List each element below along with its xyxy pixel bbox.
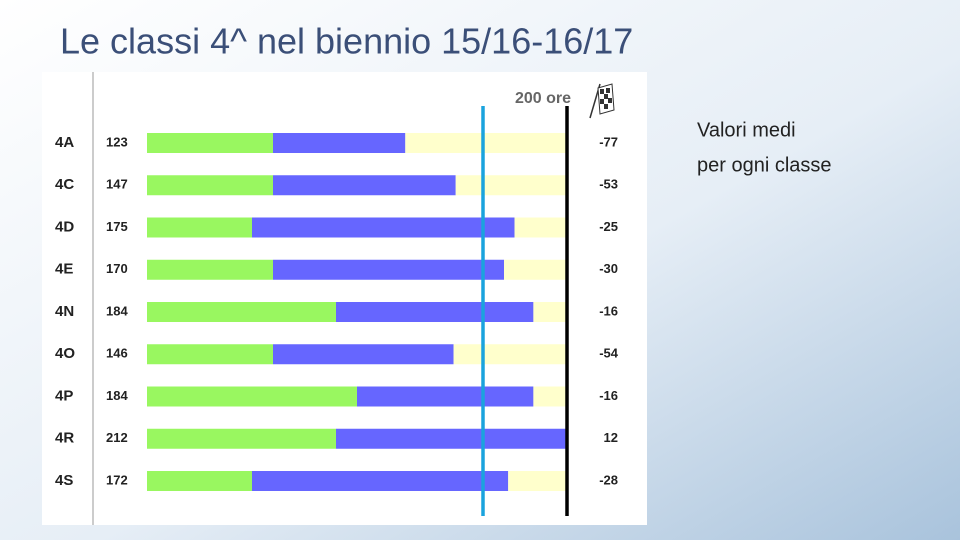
- bar-segment: [336, 302, 534, 322]
- bar-segment: [252, 471, 509, 491]
- difference-bar: [514, 217, 567, 238]
- category-label: 4R: [55, 430, 74, 447]
- bar-segment: [273, 175, 456, 196]
- bar-segment: [252, 217, 515, 238]
- difference-label: -53: [599, 177, 618, 192]
- bar-segment: [273, 133, 406, 153]
- note-line: Valori medi: [697, 119, 796, 141]
- category-label: 4O: [55, 345, 75, 362]
- difference-bar: [533, 302, 567, 322]
- total-label: 184: [106, 303, 128, 318]
- category-label: 4P: [55, 387, 73, 404]
- bar-segment: [273, 259, 504, 280]
- bar-segment: [147, 133, 273, 153]
- note-line: per ogni classe: [697, 154, 832, 176]
- difference-label: -77: [599, 134, 618, 149]
- difference-bar: [533, 386, 567, 407]
- difference-bar: [508, 471, 567, 491]
- category-label: 4C: [55, 176, 74, 193]
- difference-label: -25: [599, 219, 618, 234]
- difference-label: -28: [599, 472, 618, 487]
- reference-label: 200 ore: [515, 90, 571, 107]
- difference-bar: [453, 344, 567, 365]
- difference-label: 12: [604, 430, 618, 445]
- total-label: 175: [106, 219, 128, 234]
- total-label: 123: [106, 134, 128, 149]
- flag-icon: [589, 83, 615, 119]
- total-label: 172: [106, 472, 128, 487]
- difference-label: -30: [599, 261, 618, 276]
- total-label: 146: [106, 346, 128, 361]
- category-label: 4E: [55, 261, 73, 278]
- bar-segment: [273, 344, 454, 365]
- total-label: 184: [106, 388, 128, 403]
- bar-segment: [147, 344, 273, 365]
- category-label: 4D: [55, 218, 74, 235]
- category-label: 4N: [55, 303, 74, 320]
- bar-segment: [147, 428, 336, 449]
- category-label: 4S: [55, 472, 73, 489]
- difference-bar: [504, 259, 567, 280]
- bar-segment: [357, 386, 534, 407]
- difference-label: -16: [599, 388, 618, 403]
- bar-segment: [147, 175, 273, 196]
- bar-segment: [336, 428, 567, 449]
- bar-segment: [147, 471, 252, 491]
- slide-title: Le classi 4^ nel biennio 15/16-16/17: [60, 21, 633, 62]
- total-label: 147: [106, 177, 128, 192]
- difference-label: -16: [599, 303, 618, 318]
- difference-label: -54: [599, 346, 619, 361]
- total-label: 170: [106, 261, 128, 276]
- bar-segment: [147, 259, 273, 280]
- bars: [147, 133, 567, 491]
- difference-bar: [455, 175, 567, 196]
- difference-bar: [405, 133, 567, 153]
- bar-segment: [147, 302, 336, 322]
- bar-segment: [147, 386, 357, 407]
- total-label: 212: [106, 430, 128, 445]
- category-label: 4A: [55, 134, 74, 151]
- bar-segment: [147, 217, 252, 238]
